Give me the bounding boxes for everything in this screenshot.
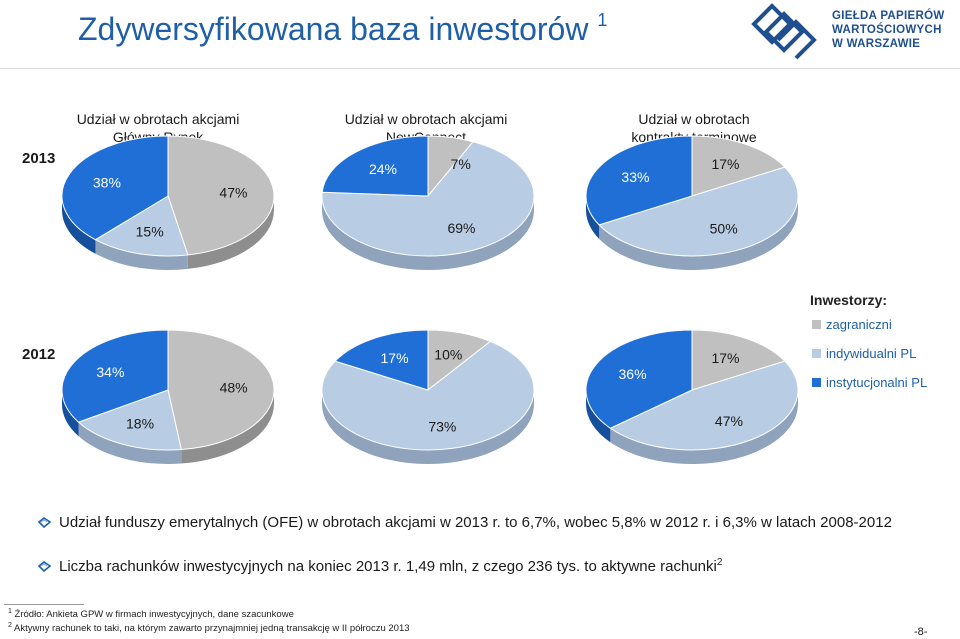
pie-slice-ft-2012-0 xyxy=(691,329,786,391)
pie-slice-nc-2013-1 xyxy=(321,141,535,257)
logo-line-3: W WARSZAWIE xyxy=(832,38,921,50)
page-title: Zdywersyfikowana baza inwestorów 1 xyxy=(78,10,607,48)
pie-label-ft-2012-1: 47% xyxy=(715,413,743,429)
pie-side-ft-2012-1 xyxy=(610,390,798,465)
pie-slice-nc-2012-2 xyxy=(334,329,429,391)
legend-item-individual: indywidualni PL xyxy=(810,346,927,375)
legend-swatch-individual xyxy=(812,349,821,358)
pie-label-nc-2012-0: 10% xyxy=(434,347,462,363)
pie-label-gr-2013-0: 47% xyxy=(219,184,247,200)
pie-slice-gr-2012-2 xyxy=(61,329,169,423)
legend-swatch-institutional xyxy=(812,378,821,387)
header-divider xyxy=(0,68,960,69)
bullet-accounts: Liczba rachunków inwestycyjnych na konie… xyxy=(38,557,722,575)
footnote-text: Źródło: Ankieta GPW w firmach inwestycyj… xyxy=(14,609,294,621)
pie-slice-gr-2013-1 xyxy=(94,195,189,257)
legend-item-foreign: zagraniczni xyxy=(810,317,927,346)
logo-line-1: GIEŁDA PAPIERÓW xyxy=(832,10,945,22)
pie-side-gr-2012-0 xyxy=(181,390,274,464)
footnote-marker: 2 xyxy=(8,622,12,629)
legend-label: indywidualni PL xyxy=(826,346,917,361)
pie-slice-gr-2013-2 xyxy=(61,135,169,241)
gpw-logo-icon xyxy=(751,3,817,60)
pie-slice-ft-2013-2 xyxy=(585,135,693,226)
pie-side-gr-2013-0 xyxy=(187,196,274,269)
year-label-2012: 2012 xyxy=(22,346,56,363)
pie-label-nc-2013-1: 69% xyxy=(447,220,475,236)
legend-title: Inwestorzy: xyxy=(810,292,888,308)
bullet-text: Udział funduszy emerytalnych (OFE) w obr… xyxy=(59,514,892,531)
pie-side-nc-2013-1 xyxy=(322,196,534,270)
pie-slice-ft-2013-1 xyxy=(598,166,799,257)
page-title-text: Zdywersyfikowana baza inwestorów xyxy=(78,11,589,47)
pie-label-ft-2013-2: 33% xyxy=(621,169,649,185)
gpw-logo: GIEŁDA PAPIERÓW WARTOŚCIOWYCH W WARSZAWI… xyxy=(748,0,948,60)
year-label-2013: 2013 xyxy=(22,150,56,167)
pie-label-ft-2013-0: 17% xyxy=(711,156,739,172)
legend-label: instytucjonalni PL xyxy=(826,375,928,390)
pie-slice-ft-2012-2 xyxy=(585,329,693,429)
pie-side-nc-2012-1 xyxy=(322,390,534,464)
legend-item-institutional: instytucjonalni PL xyxy=(810,375,927,404)
page-number: -8- xyxy=(914,626,928,638)
footnote-separator xyxy=(4,604,84,605)
legend-swatch-foreign xyxy=(812,320,821,329)
pie-side-gr-2013-1 xyxy=(95,239,188,270)
logo-line-2: WARTOŚCIOWYCH xyxy=(832,24,942,36)
pie-side-gr-2012-1 xyxy=(78,422,182,464)
bullet-text: Liczba rachunków inwestycyjnych na konie… xyxy=(59,558,717,575)
legend-label: zagraniczni xyxy=(826,317,892,332)
diamond-bullet-icon xyxy=(38,517,51,528)
pie-label-gr-2012-2: 34% xyxy=(96,364,124,380)
chart-legend: Inwestorzy: zagraniczni indywidualni PL … xyxy=(810,292,927,404)
pie-slice-gr-2012-0 xyxy=(167,329,275,451)
pie-label-ft-2012-0: 17% xyxy=(711,350,739,366)
footnote-marker: 1 xyxy=(8,608,12,615)
pie-slice-gr-2013-0 xyxy=(167,135,275,256)
footnote-1: 1 Źródło: Ankieta GPW w firmach inwestyc… xyxy=(8,608,294,620)
column-header-line1: Udział w obrotach xyxy=(638,111,750,127)
column-header-line1: Udział w obrotach akcjami xyxy=(344,111,508,127)
title-footnote-marker: 1 xyxy=(597,10,608,30)
pie-label-ft-2012-2: 36% xyxy=(619,366,647,382)
pie-label-nc-2013-2: 24% xyxy=(369,161,397,177)
footnote-2: 2 Aktywny rachunek to taki, na którym za… xyxy=(8,622,410,634)
pie-label-ft-2013-1: 50% xyxy=(710,221,738,237)
pie-slice-gr-2012-1 xyxy=(77,389,182,451)
pie-label-gr-2012-1: 18% xyxy=(126,416,154,432)
pie-slice-nc-2012-1 xyxy=(321,340,535,451)
pie-label-nc-2012-1: 73% xyxy=(428,418,456,434)
pie-slice-nc-2013-2 xyxy=(321,135,429,197)
pie-side-gr-2013-2 xyxy=(62,196,96,254)
pie-label-gr-2013-1: 15% xyxy=(136,224,164,240)
footnote-text: Aktywny rachunek to taki, na którym zawa… xyxy=(14,623,410,635)
bullet-footnote-marker: 2 xyxy=(716,557,723,568)
logo-text: GIEŁDA PAPIERÓW WARTOŚCIOWYCH W WARSZAWI… xyxy=(832,9,944,51)
pie-side-ft-2012-2 xyxy=(586,390,611,443)
pie-slice-ft-2013-0 xyxy=(691,135,786,197)
pie-label-gr-2012-0: 48% xyxy=(220,380,248,396)
diamond-bullet-icon xyxy=(38,561,51,572)
pie-slice-ft-2012-1 xyxy=(609,360,799,451)
pie-side-gr-2012-2 xyxy=(62,390,79,437)
pie-side-ft-2013-1 xyxy=(599,196,798,271)
pie-label-nc-2013-0: 7% xyxy=(451,156,471,172)
bullet-ofe-share: Udział funduszy emerytalnych (OFE) w obr… xyxy=(38,513,892,531)
column-header-line1: Udział w obrotach akcjami xyxy=(76,111,240,127)
pie-label-nc-2012-2: 17% xyxy=(381,350,409,366)
pie-label-gr-2013-2: 38% xyxy=(93,174,121,190)
